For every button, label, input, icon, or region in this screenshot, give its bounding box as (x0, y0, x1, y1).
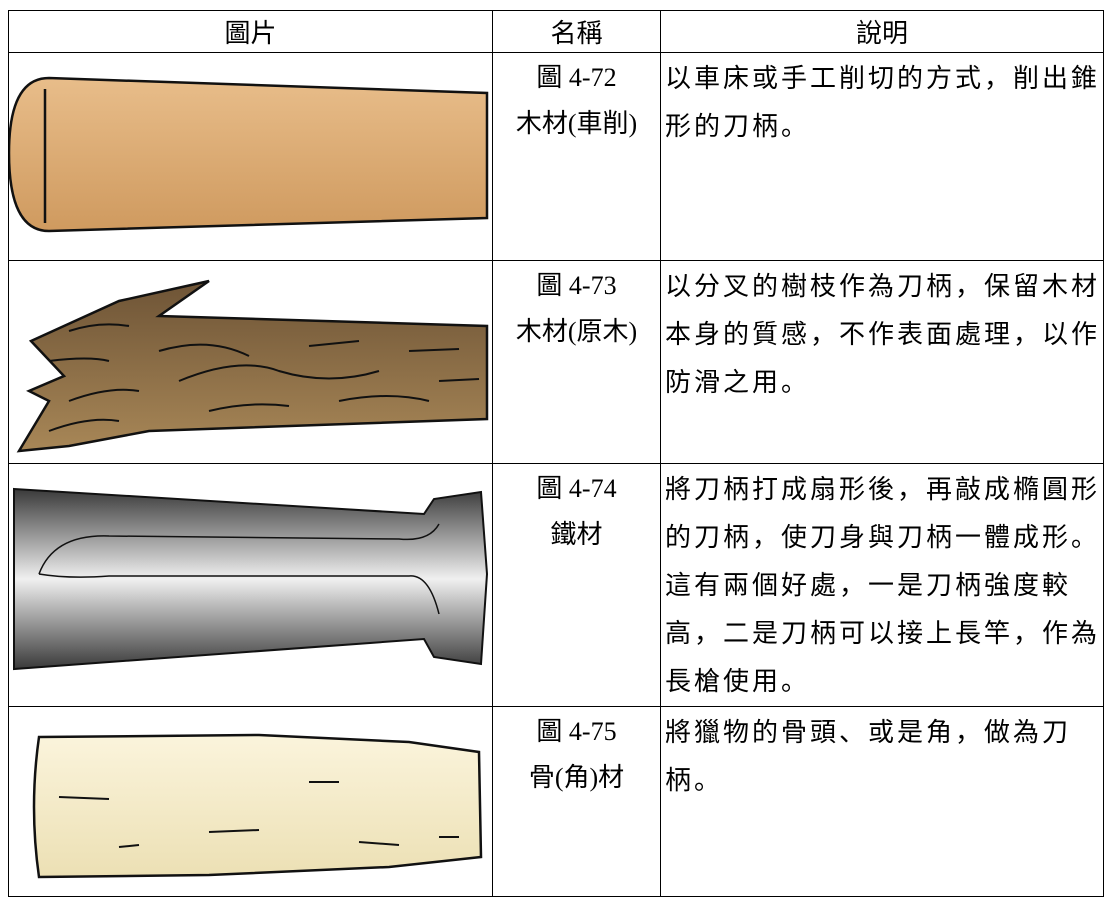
material-name: 木材(車削) (515, 109, 638, 138)
figure-number: 圖 4-74 (536, 474, 617, 503)
row: 圖 4-75 骨(角)材 將獵物的骨頭、或是角，做為刀柄。 (8, 706, 1104, 897)
name-cell: 圖 4-73 木材(原木) (492, 260, 661, 464)
header-cell: 說明 (660, 10, 1104, 53)
header-row: 圖片 名稱 說明 (8, 10, 1104, 53)
description: 以分叉的樹枝作為刀柄，保留木材本身的質感，不作表面處理，以作防滑之用。 (660, 260, 1104, 464)
page: {"table":{"header":["圖片","名稱","說明"], "ro… (8, 10, 1104, 897)
row: 圖 4-72 木材(車削) 以車床或手工削切的方式，削出錐形的刀柄。 (8, 52, 1104, 261)
figure-number: 圖 4-72 (536, 63, 617, 92)
name-cell: 圖 4-72 木材(車削) (492, 52, 661, 261)
name-cell: 圖 4-74 鐵材 (492, 463, 661, 707)
picture-cell (8, 52, 493, 261)
branch-wood-handle (16, 279, 489, 453)
material-name: 鐵材 (550, 520, 603, 549)
lathe-wood-handle (9, 76, 489, 233)
name-cell: 圖 4-75 骨(角)材 (492, 706, 661, 897)
picture-cell (8, 260, 493, 464)
material-name: 木材(原木) (515, 317, 638, 346)
description: 將獵物的骨頭、或是角，做為刀柄。 (660, 706, 1104, 897)
row: 圖 4-73 木材(原木) 以分叉的樹枝作為刀柄，保留木材本身的質感，不作表面處理… (8, 260, 1104, 464)
picture-cell (8, 706, 493, 897)
handle-table: 圖片 名稱 說明 圖 4-72 木材(車削) 以車床或手工削切的方式，削出錐形的刀… (8, 10, 1104, 897)
material-name: 骨(角)材 (528, 763, 625, 792)
header-cell: 圖片 (8, 10, 493, 53)
row: 圖 4-74 鐵材 將刀柄打成扇形後，再敲成橢圓形的刀柄，使刀身與刀柄一體成形。這… (8, 463, 1104, 707)
description: 將刀柄打成扇形後，再敲成橢圓形的刀柄，使刀身與刀柄一體成形。這有兩個好處，一是刀… (660, 463, 1104, 707)
header-cell: 名稱 (492, 10, 661, 53)
figure-number: 圖 4-75 (536, 717, 617, 746)
description: 以車床或手工削切的方式，削出錐形的刀柄。 (660, 52, 1104, 261)
figure-number: 圖 4-73 (536, 271, 617, 300)
picture-cell (8, 463, 493, 707)
bone-handle (32, 733, 483, 879)
iron-handle (13, 487, 489, 671)
